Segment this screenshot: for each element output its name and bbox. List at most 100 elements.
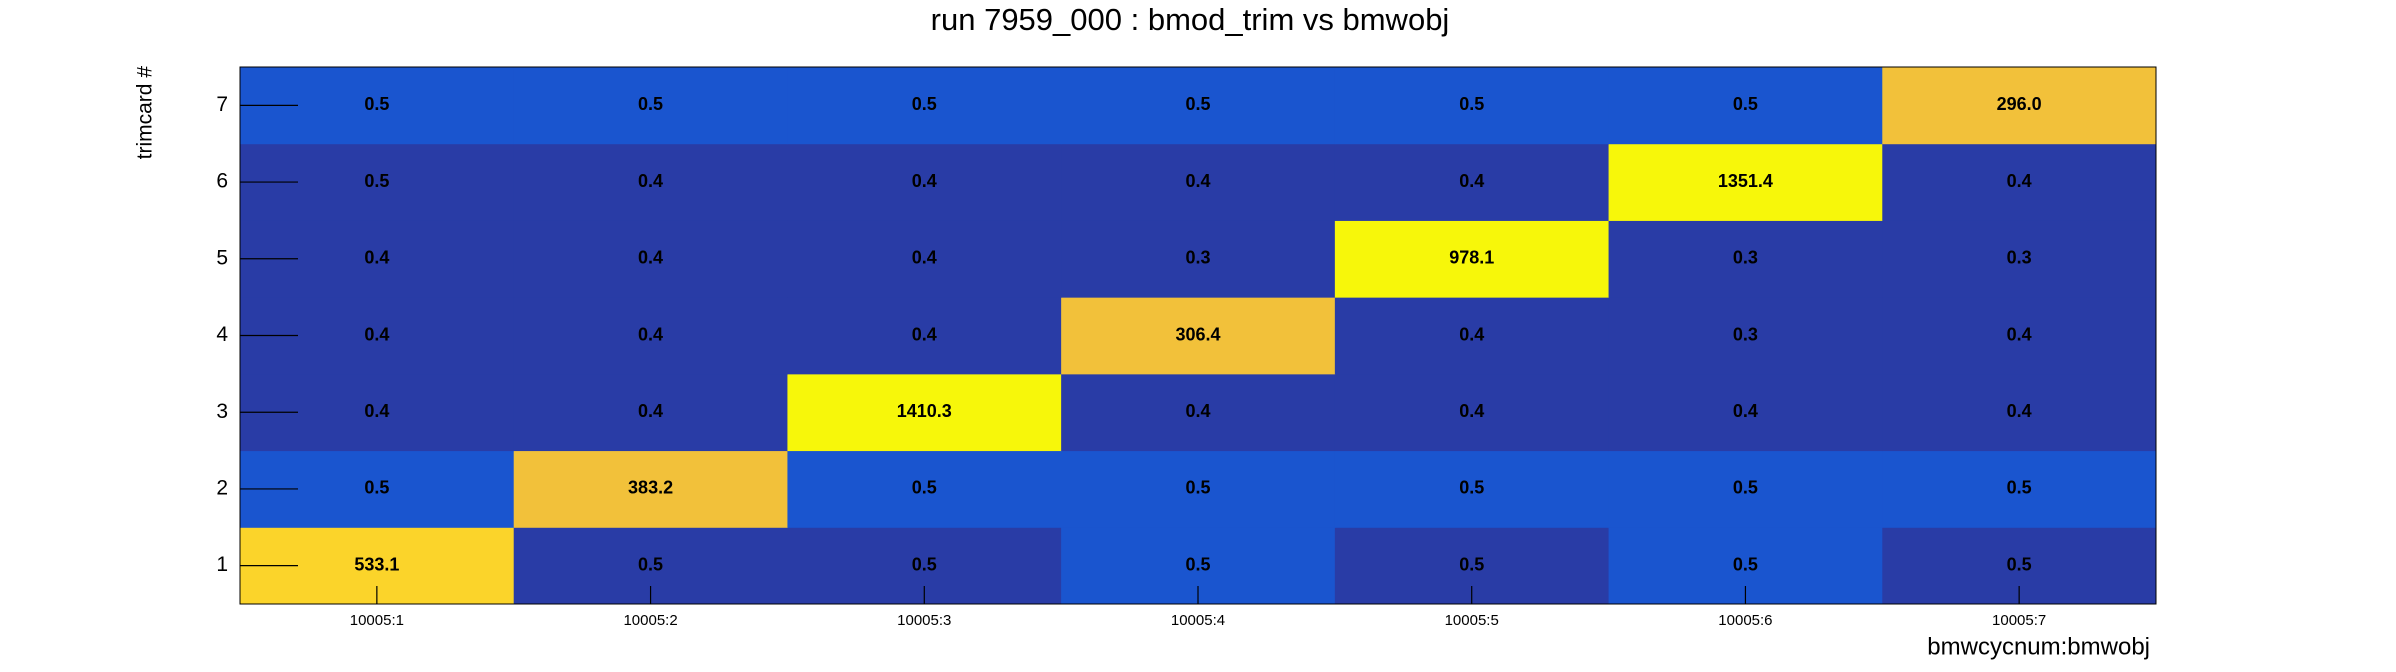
heatmap-cell: [1334, 450, 1610, 528]
y-tick-label: 1: [216, 553, 228, 576]
cell-label: 0.4: [1185, 401, 1210, 421]
y-tick-label: 5: [216, 246, 228, 269]
heatmap-cell: [1882, 143, 2157, 221]
heatmap-cell: [787, 450, 1062, 528]
cell-label: 0.4: [1733, 401, 1758, 421]
cell-label: 0.5: [1459, 94, 1484, 114]
x-tick-label: 10005:7: [1992, 612, 2046, 629]
heatmap-cell: [1608, 220, 1883, 298]
cell-label: 0.4: [638, 324, 663, 344]
cell-label: 0.4: [1459, 171, 1484, 191]
cell-label: 0.5: [1185, 478, 1210, 498]
cell-label: 0.4: [364, 401, 389, 421]
heatmap-cell: [1334, 220, 1610, 298]
x-tick-label: 10005:4: [1171, 612, 1225, 629]
cell-label: 0.5: [1733, 94, 1758, 114]
heatmap-cell: [1882, 220, 2157, 298]
y-tick-label: 4: [216, 323, 228, 346]
cell-label: 0.4: [1459, 401, 1484, 421]
cell-label: 0.5: [2007, 554, 2032, 574]
cell-label: 533.1: [354, 554, 399, 574]
chart-title: run 7959_000 : bmod_trim vs bmwobj: [931, 2, 1450, 37]
cell-label: 0.4: [638, 248, 663, 268]
cell-label: 0.4: [912, 248, 937, 268]
x-tick-label: 10005:5: [1445, 612, 1499, 629]
heatmap-cell: [513, 143, 788, 221]
heatmap-cell: [513, 297, 788, 375]
cell-label: 0.4: [912, 171, 937, 191]
heatmap-cell: [787, 67, 1062, 145]
cell-label: 0.5: [912, 94, 937, 114]
heatmap-cell: [1334, 67, 1610, 145]
cell-label: 0.4: [912, 324, 937, 344]
heatmap-cell: [1061, 67, 1336, 145]
heatmap-cell: [1608, 373, 1883, 452]
heatmap-cell: [1061, 220, 1336, 298]
cell-label: 306.4: [1175, 324, 1220, 344]
cell-label: 0.3: [1733, 248, 1758, 268]
cell-label: 0.5: [1185, 94, 1210, 114]
cell-label: 0.5: [1459, 478, 1484, 498]
heatmap-cell: [1061, 373, 1336, 452]
cell-label: 296.0: [1997, 94, 2042, 114]
heatmap-cell: [1608, 297, 1883, 375]
cell-label: 0.5: [364, 94, 389, 114]
heatmap-cell: [1882, 450, 2157, 528]
heatmap-cell: [1882, 297, 2157, 375]
x-axis-title: bmwcycnum:bmwobj: [1927, 633, 2150, 660]
cell-label: 0.4: [364, 248, 389, 268]
cell-label: 0.4: [638, 401, 663, 421]
cell-label: 0.3: [1733, 324, 1758, 344]
cell-label: 0.5: [364, 478, 389, 498]
heatmap-cell: [513, 450, 788, 528]
cell-label: 0.4: [1185, 171, 1210, 191]
heatmap-cell: [1061, 297, 1336, 375]
y-tick-label: 7: [216, 93, 228, 116]
cell-label: 0.5: [1733, 554, 1758, 574]
heatmap-cell: [787, 297, 1062, 375]
cell-label: 0.5: [364, 171, 389, 191]
y-tick-label: 2: [216, 476, 228, 499]
heatmap-cell: [787, 143, 1062, 221]
cell-label: 1351.4: [1718, 171, 1773, 191]
heatmap-cell: [787, 373, 1062, 452]
cell-label: 0.4: [2007, 171, 2032, 191]
cell-label: 0.4: [364, 324, 389, 344]
heatmap-cell: [513, 67, 788, 145]
heatmap-cell: [1061, 450, 1336, 528]
heatmap-cell: [1334, 373, 1610, 452]
cell-label: 0.5: [912, 554, 937, 574]
heatmap-cell: [1608, 67, 1883, 145]
heatmap-cell: [513, 373, 788, 452]
cell-label: 0.3: [2007, 248, 2032, 268]
cell-label: 1410.3: [897, 401, 952, 421]
y-tick-label: 6: [216, 170, 228, 193]
cell-label: 0.5: [1459, 554, 1484, 574]
cell-label: 0.4: [2007, 401, 2032, 421]
y-axis-title: trimcard #: [134, 66, 157, 160]
heatmap-cell: [1608, 143, 1883, 221]
heatmap-cell: [1882, 373, 2157, 452]
heatmap-cell: [1334, 143, 1610, 221]
heatmap-cell: [1334, 297, 1610, 375]
y-tick-label: 3: [216, 400, 228, 423]
cell-label: 0.3: [1185, 248, 1210, 268]
cell-label: 978.1: [1449, 248, 1494, 268]
x-tick-label: 10005:2: [623, 612, 677, 629]
cell-label: 0.5: [1185, 554, 1210, 574]
cell-label: 0.5: [912, 478, 937, 498]
x-tick-label: 10005:1: [350, 612, 404, 629]
cell-label: 0.4: [638, 171, 663, 191]
heatmap-cell: [1608, 450, 1883, 528]
cell-label: 0.5: [2007, 478, 2032, 498]
heatmap-cell: [1061, 143, 1336, 221]
cell-label: 0.5: [1733, 478, 1758, 498]
cell-label: 0.5: [638, 94, 663, 114]
x-tick-label: 10005:3: [897, 612, 951, 629]
cell-label: 0.4: [2007, 324, 2032, 344]
heatmap-cell: [513, 220, 788, 298]
heatmap-cell: [1882, 67, 2157, 145]
cell-label: 0.4: [1459, 324, 1484, 344]
